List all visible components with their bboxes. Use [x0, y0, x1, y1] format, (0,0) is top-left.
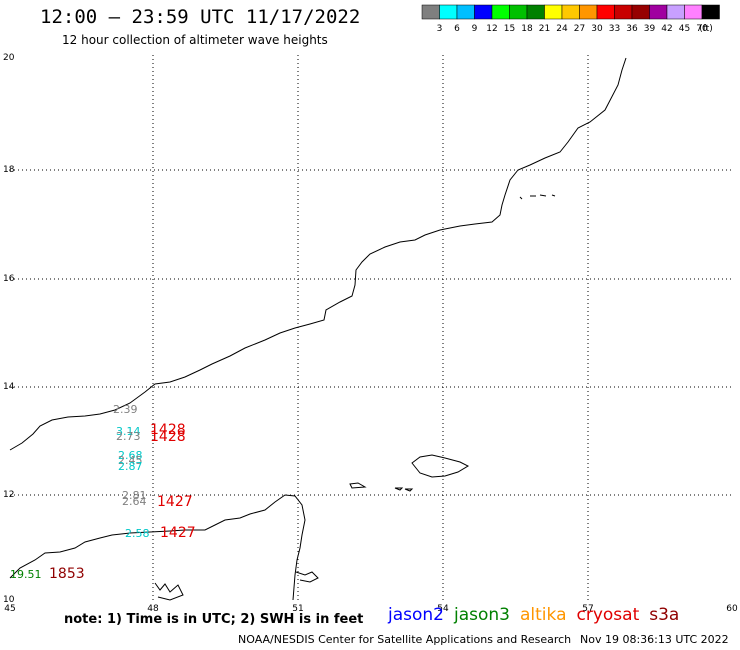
y-tick-label: 12 — [3, 490, 14, 500]
legend-tick-label: 42 — [661, 24, 672, 34]
satellite-name-jason2: jason2 — [388, 605, 444, 625]
satellite-name-jason3: jason3 — [454, 605, 510, 625]
x-tick-label: 57 — [582, 604, 593, 614]
wave-height-label: 1853 — [49, 566, 85, 582]
legend-tick-label: 12 — [486, 24, 497, 34]
legend-tick-label: 39 — [644, 24, 656, 34]
wave-height-label: 3.14 — [116, 425, 141, 438]
wave-height-label: 1427 — [157, 494, 193, 510]
satellite-name-altika: altika — [520, 605, 567, 625]
legend-tick-label: 45 — [679, 24, 690, 34]
legend-tick-label: 6 — [454, 24, 460, 34]
map-subtitle: 12 hour collection of altimeter wave hei… — [62, 33, 328, 47]
x-tick-label: 54 — [437, 604, 449, 614]
x-tick-label: 48 — [147, 604, 159, 614]
coastline-somalia — [9, 494, 306, 601]
wave-height-label: 2.45 — [118, 454, 143, 467]
legend-tick-label: 30 — [591, 24, 603, 34]
coastline-somalia-hook — [295, 571, 319, 583]
coastline-arabia — [9, 57, 627, 451]
y-tick-label: 10 — [3, 595, 15, 605]
wave-height-label: 2.58 — [125, 527, 150, 540]
y-tick-label: 20 — [3, 53, 15, 63]
wave-height-label: 2.64 — [122, 495, 147, 508]
wave-height-label: 2.73 — [116, 430, 141, 443]
wave-height-label: 19.51 — [10, 568, 42, 581]
footer-note: note: 1) Time is in UTC; 2) SWH is in fe… — [64, 612, 364, 627]
wave-height-label: 1428 — [150, 422, 186, 438]
coastline-bottom-fragment — [154, 582, 184, 601]
credit-timestamp: Nov 19 08:36:13 UTC 2022 — [580, 633, 729, 646]
x-tick-label: 51 — [292, 604, 303, 614]
wave-height-label: 2.81 — [122, 489, 147, 502]
x-tick-label: 45 — [4, 604, 15, 614]
satellite-legend: jason2 jason3 altika cryosat s3a — [388, 605, 689, 625]
legend-tick-label: 21 — [539, 24, 550, 34]
x-tick-label: 60 — [726, 604, 738, 614]
coastline-small-islands — [349, 194, 556, 492]
y-tick-label: 14 — [3, 382, 15, 392]
legend-tick-label: 3 — [437, 24, 443, 34]
wave-height-label: 2.39 — [113, 403, 138, 416]
legend-tick-label: 33 — [609, 24, 620, 34]
wave-height-label: 1427 — [160, 525, 196, 541]
wave-height-label: 2.87 — [118, 460, 143, 473]
legend-tick-label: 27 — [574, 24, 585, 34]
credit-line: NOAA/NESDIS Center for Satellite Applica… — [238, 633, 572, 646]
legend-tick-label: 70 — [696, 24, 708, 34]
legend-tick-label: 9 — [472, 24, 478, 34]
legend-swatch — [701, 4, 720, 20]
y-tick-label: 18 — [3, 165, 15, 175]
wave-height-label: 2.68 — [118, 449, 143, 462]
legend-tick-label: 24 — [556, 24, 568, 34]
color-legend: 3 6 9 12 15 18 21 24 27 30 33 36 39 42 45 70(ft) — [421, 4, 720, 34]
satellite-name-cryosat: cryosat — [576, 605, 640, 625]
map-title: 12:00 — 23:59 UTC 11/17/2022 — [40, 6, 361, 28]
legend-tick-label: 15 — [504, 24, 515, 34]
legend-tick-label: 36 — [626, 24, 638, 34]
wave-height-label: 1428 — [150, 429, 186, 445]
legend-tick-label: 18 — [521, 24, 533, 34]
coastline-socotra-island — [411, 454, 470, 478]
legend-tick-label: (ft) — [699, 24, 713, 34]
satellite-name-s3a: s3a — [649, 605, 680, 625]
axis-tick-labels: 45 48 51 54 57 60 20 18 16 14 12 10 — [3, 53, 738, 614]
grid-lines — [10, 55, 732, 602]
y-tick-label: 16 — [3, 274, 15, 284]
